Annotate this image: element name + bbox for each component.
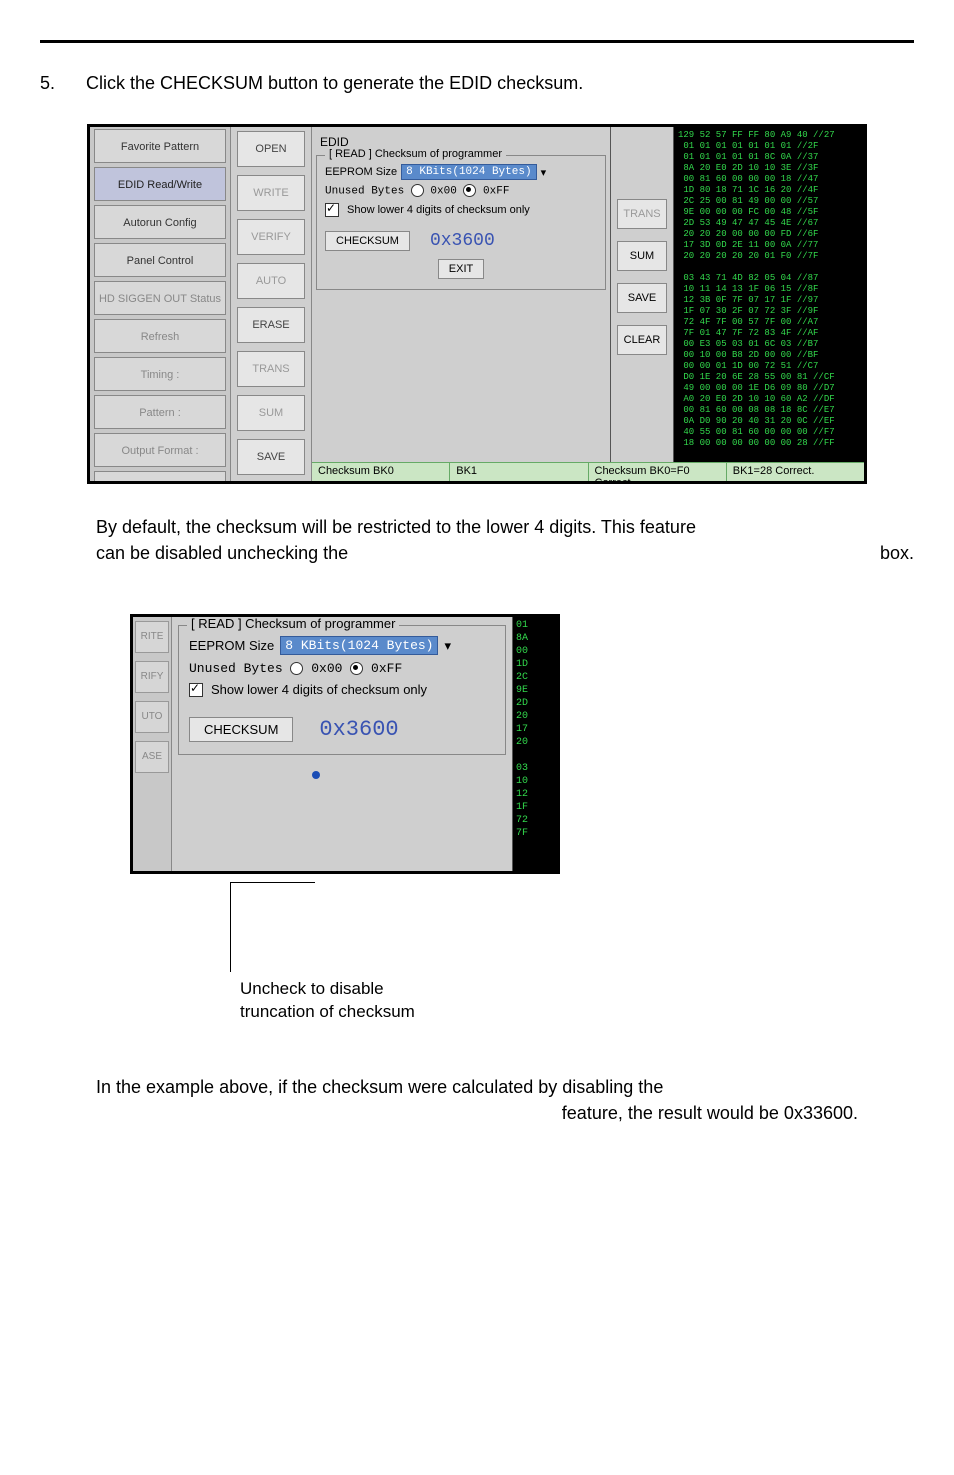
zoom-unused-label: Unused Bytes (189, 661, 290, 676)
tab-autorun-config[interactable]: Autorun Config (94, 205, 226, 239)
verify-button[interactable]: VERIFY (237, 219, 305, 255)
trans-button[interactable]: TRANS (237, 351, 305, 387)
tab-pattern[interactable]: Pattern : (94, 395, 226, 429)
edid-screenshot: Favorite Pattern EDID Read/Write Autorun… (87, 124, 867, 484)
step-number: 5. (40, 73, 64, 94)
tab-edid-read-write[interactable]: EDID Read/Write (94, 167, 226, 201)
zoom-hex-col: 01 8A 00 1D 2C 9E 2D 20 17 20 03 10 12 1… (513, 617, 557, 871)
para1-line2a: can be disabled unchecking the (96, 543, 348, 563)
write-button[interactable]: WRITE (237, 175, 305, 211)
sum-button-2[interactable]: SUM (617, 241, 667, 271)
zoom-screenshot: RITE RIFY UTO ASE [ READ ] Checksum of p… (130, 614, 560, 874)
status-checksum-bk0: Checksum BK0 (312, 463, 450, 481)
save-button-2[interactable]: SAVE (617, 283, 667, 313)
tab-hdcp[interactable]: HDCP : (94, 471, 226, 484)
callout-line2: truncation of checksum (240, 1002, 415, 1021)
dropdown-icon[interactable]: ▾ (541, 166, 547, 179)
callout-line1: Uncheck to disable (240, 979, 384, 998)
zoom-checksum-button[interactable]: CHECKSUM (189, 717, 293, 742)
sum-button[interactable]: SUM (237, 395, 305, 431)
tab-output-format[interactable]: Output Format : (94, 433, 226, 467)
zoom-checksum-value: 0x3600 (319, 717, 398, 742)
checksum-value: 0x3600 (430, 231, 495, 251)
zoom-show-lower-4-label: Show lower 4 digits of checksum only (211, 682, 427, 697)
zoom-eeprom-label: EEPROM Size (189, 638, 274, 653)
auto-button[interactable]: AUTO (237, 263, 305, 299)
para1-line2b: box. (880, 540, 914, 566)
tab-hd-siggen-out[interactable]: HD SIGGEN OUT Status (94, 281, 226, 315)
save-button[interactable]: SAVE (237, 439, 305, 475)
unused-0xff-radio[interactable] (463, 184, 476, 197)
step-text: Click the CHECKSUM button to generate th… (86, 73, 583, 94)
zoom-unused-0x00-radio[interactable] (290, 662, 303, 675)
status-bk1-correct: BK1=28 Correct. (727, 463, 864, 481)
unused-bytes-label: Unused Bytes (325, 185, 411, 197)
unused-0x00-radio[interactable] (411, 184, 424, 197)
zoom-side-ase: ASE (135, 741, 169, 773)
zoom-legend: [ READ ] Checksum of programmer (187, 616, 399, 631)
read-checksum-legend: [ READ ] Checksum of programmer (325, 148, 506, 160)
zoom-eeprom-select[interactable]: 8 KBits(1024 Bytes) (280, 636, 438, 655)
para2-line2: feature, the result would be 0x33600. (96, 1100, 858, 1126)
zoom-show-lower-4-checkbox[interactable] (189, 683, 203, 697)
status-bk0-correct: Checksum BK0=F0 Correct. (589, 463, 727, 481)
tab-timing[interactable]: Timing : (94, 357, 226, 391)
zoom-side-uto: UTO (135, 701, 169, 733)
show-lower-4-checkbox[interactable] (325, 203, 339, 217)
clear-button-2[interactable]: CLEAR (617, 325, 667, 355)
tab-refresh[interactable]: Refresh (94, 319, 226, 353)
clear-button[interactable]: CLEAR (237, 483, 305, 484)
para1-line1: By default, the checksum will be restric… (96, 517, 696, 537)
checksum-button[interactable]: CHECKSUM (325, 231, 410, 251)
zoom-side-rify: RIFY (135, 661, 169, 693)
para2-line1: In the example above, if the checksum we… (96, 1077, 663, 1097)
tab-favorite-pattern[interactable]: Favorite Pattern (94, 129, 226, 163)
zoom-side-rite: RITE (135, 621, 169, 653)
eeprom-size-select[interactable]: 8 KBits(1024 Bytes) (401, 164, 536, 180)
zoom-unused-0xff-radio[interactable] (350, 662, 363, 675)
tab-panel-control[interactable]: Panel Control (94, 243, 226, 277)
open-button[interactable]: OPEN (237, 131, 305, 167)
erase-button[interactable]: ERASE (237, 307, 305, 343)
trans-button-2[interactable]: TRANS (617, 199, 667, 229)
eeprom-size-label: EEPROM Size (325, 166, 397, 178)
exit-button[interactable]: EXIT (438, 259, 484, 279)
zoom-dropdown-icon[interactable]: ▾ (444, 638, 451, 654)
show-lower-4-label: Show lower 4 digits of checksum only (347, 204, 530, 216)
edid-title: EDID (320, 135, 606, 149)
status-bk1: BK1 (450, 463, 588, 481)
hex-dump: 129 52 57 FF FF 80 A9 40 //27 01 01 01 0… (674, 127, 864, 481)
